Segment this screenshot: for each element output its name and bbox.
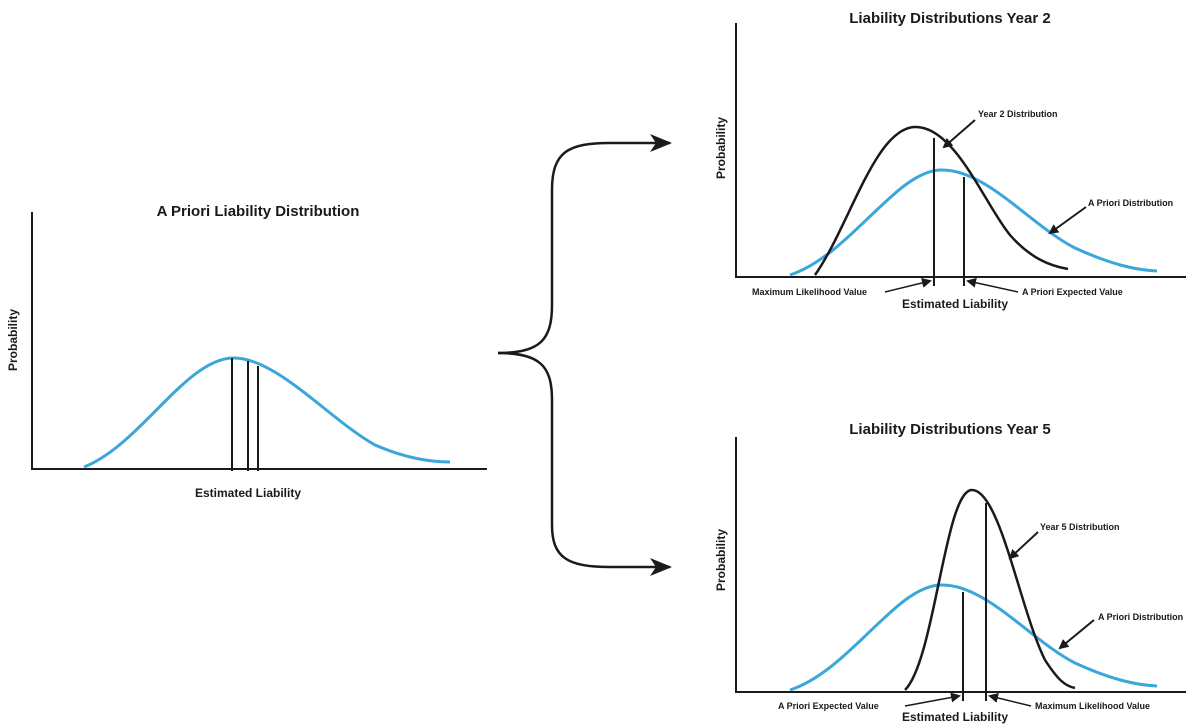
year2-right-marker-label: A Priori Expected Value xyxy=(1022,287,1123,297)
arrow-to-year2 xyxy=(497,134,672,355)
year2-left-marker-pointer xyxy=(884,278,932,293)
year2-y-axis-label: Probability xyxy=(714,117,728,179)
year5-a-priori-curve xyxy=(789,583,1158,692)
year5-observed-curve-label: Year 5 Distribution xyxy=(1040,522,1120,532)
year2-panel: Liability Distributions Year 2 Probabili… xyxy=(714,10,1186,311)
year2-observed-curve xyxy=(813,125,1069,276)
year5-x-axis-label: Estimated Liability xyxy=(902,710,1008,724)
year5-panel: Liability Distributions Year 5 Probabili… xyxy=(714,421,1186,724)
year5-right-marker-pointer xyxy=(988,693,1032,707)
year2-observed-curve-pointer xyxy=(942,119,976,149)
year2-x-axis-label: Estimated Liability xyxy=(902,297,1008,311)
year5-observed-curve-pointer xyxy=(1008,531,1039,560)
a-priori-panel: A Priori Liability Distribution Probabil… xyxy=(6,203,487,500)
year5-panel-title: Liability Distributions Year 5 xyxy=(849,421,1050,438)
year5-left-marker-label: A Priori Expected Value xyxy=(778,701,879,711)
year2-axes xyxy=(735,23,1186,278)
a-priori-axes xyxy=(31,212,487,470)
year5-y-axis-label: Probability xyxy=(714,529,728,591)
year5-observed-curve xyxy=(904,488,1076,691)
a-priori-x-axis-label: Estimated Liability xyxy=(195,486,301,500)
year2-a-priori-curve xyxy=(789,168,1158,277)
year5-right-marker-label: Maximum Likelihood Value xyxy=(1035,701,1150,711)
year5-axes xyxy=(735,437,1186,693)
arrow-to-year5 xyxy=(497,351,672,576)
year5-a-priori-curve-pointer xyxy=(1058,619,1095,650)
branch-connector xyxy=(497,134,672,576)
a-priori-distribution-curve xyxy=(83,356,451,469)
year2-right-marker-pointer xyxy=(966,277,1019,293)
year2-panel-title: Liability Distributions Year 2 xyxy=(849,10,1050,27)
year2-a-priori-curve-pointer xyxy=(1048,206,1087,235)
year5-a-priori-curve-label: A Priori Distribution xyxy=(1098,612,1183,622)
year2-left-marker-label: Maximum Likelihood Value xyxy=(752,287,867,297)
year2-observed-curve-label: Year 2 Distribution xyxy=(978,109,1058,119)
a-priori-panel-title: A Priori Liability Distribution xyxy=(157,203,360,220)
a-priori-y-axis-label: Probability xyxy=(6,309,20,371)
year5-left-marker-pointer xyxy=(904,692,961,707)
year2-a-priori-curve-label: A Priori Distribution xyxy=(1088,198,1173,208)
